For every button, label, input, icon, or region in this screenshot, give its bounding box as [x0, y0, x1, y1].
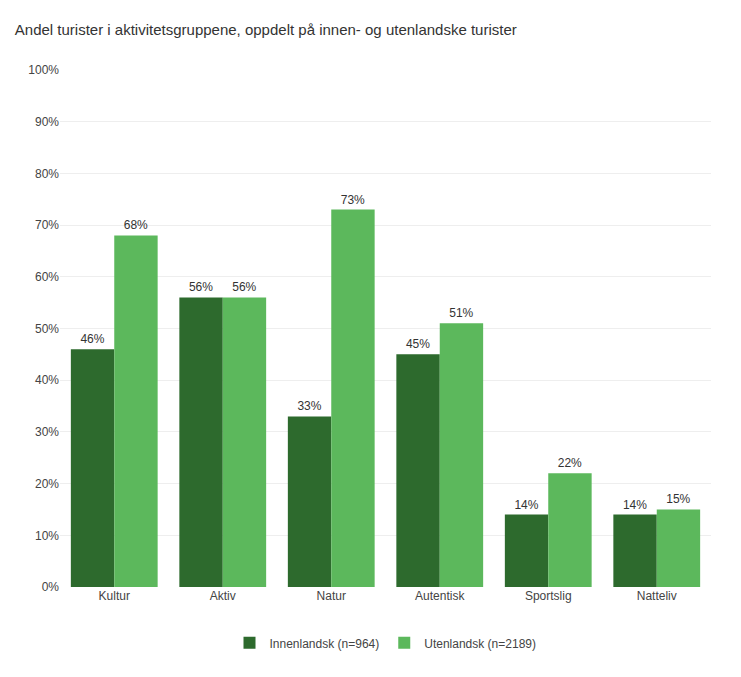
svg-text:Natur: Natur	[317, 589, 346, 603]
svg-text:73%: 73%	[341, 193, 365, 207]
svg-text:80%: 80%	[35, 167, 59, 181]
svg-text:68%: 68%	[124, 218, 148, 232]
svg-text:33%: 33%	[297, 399, 321, 413]
svg-text:Autentisk: Autentisk	[415, 589, 465, 603]
svg-text:20%: 20%	[35, 477, 59, 491]
svg-text:46%: 46%	[80, 332, 104, 346]
svg-text:Utenlandsk (n=2189): Utenlandsk (n=2189)	[424, 637, 536, 651]
svg-text:50%: 50%	[35, 322, 59, 336]
svg-text:10%: 10%	[35, 529, 59, 543]
svg-text:40%: 40%	[35, 373, 59, 387]
svg-text:45%: 45%	[406, 337, 430, 351]
svg-text:Innenlandsk (n=964): Innenlandsk (n=964)	[270, 637, 380, 651]
svg-text:15%: 15%	[666, 492, 690, 506]
svg-text:Sportslig: Sportslig	[525, 589, 572, 603]
svg-text:Kultur: Kultur	[99, 589, 130, 603]
svg-text:0%: 0%	[42, 580, 60, 594]
svg-text:56%: 56%	[232, 280, 256, 294]
svg-text:70%: 70%	[35, 218, 59, 232]
svg-text:100%: 100%	[28, 63, 59, 77]
svg-text:Natteliv: Natteliv	[637, 589, 677, 603]
svg-text:14%: 14%	[514, 498, 538, 512]
svg-text:51%: 51%	[449, 306, 473, 320]
svg-text:14%: 14%	[623, 498, 647, 512]
svg-text:60%: 60%	[35, 270, 59, 284]
svg-text:Aktiv: Aktiv	[210, 589, 236, 603]
svg-text:30%: 30%	[35, 425, 59, 439]
svg-text:90%: 90%	[35, 115, 59, 129]
svg-text:Andel turister i aktivitetsgru: Andel turister i aktivitetsgruppene, opp…	[15, 21, 517, 38]
svg-text:22%: 22%	[558, 456, 582, 470]
svg-text:56%: 56%	[189, 280, 213, 294]
